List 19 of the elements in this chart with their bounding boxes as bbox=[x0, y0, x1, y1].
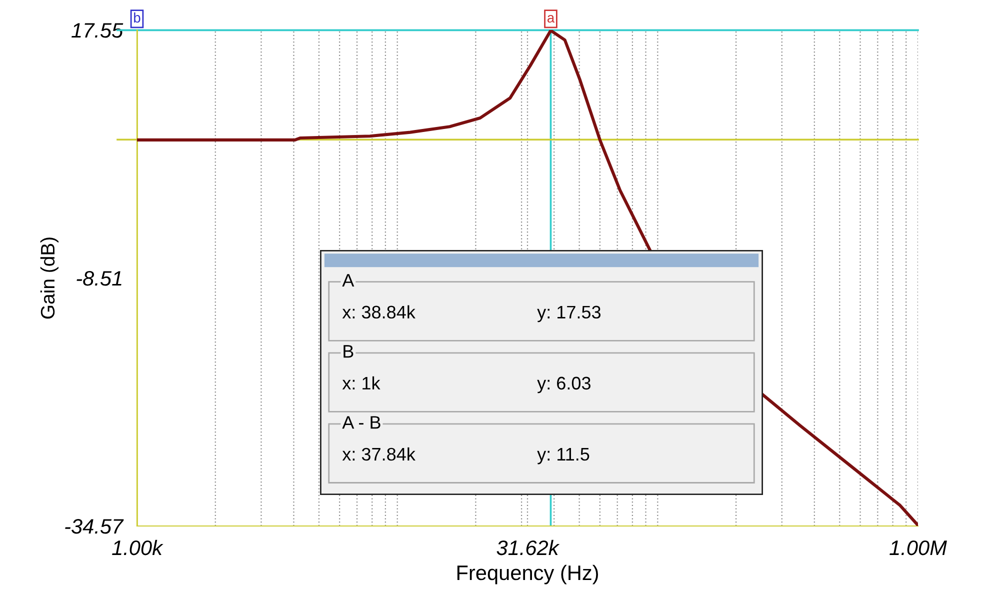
annotation: y: 11.5 bbox=[537, 448, 590, 464]
y-tick-label: -34.57 bbox=[65, 519, 124, 534]
ref-line-label: a bbox=[547, 15, 555, 23]
y-axis-title: Gain (dB) bbox=[40, 238, 58, 319]
x-tick-label: 1.00M bbox=[890, 540, 947, 556]
annotation: x: 37.84k bbox=[342, 447, 416, 461]
annotation: A bbox=[342, 274, 354, 287]
y-tick-label: 17.55 bbox=[72, 23, 124, 38]
annotation: y: 6.03 bbox=[537, 376, 590, 394]
annotation: x: 1k bbox=[342, 376, 380, 390]
y-tick-label: -8.51 bbox=[76, 271, 122, 286]
x-tick-label: 1.00k bbox=[112, 540, 164, 556]
annotation: A - B bbox=[342, 416, 380, 429]
annotation: x: 38.84k bbox=[342, 305, 416, 319]
x-tick-label: 31.62k bbox=[496, 540, 560, 556]
annotation: B bbox=[344, 345, 354, 358]
ref-line-label: b bbox=[134, 12, 140, 23]
annotation: y: 17.53 bbox=[537, 306, 601, 322]
x-axis-title: Frequency (Hz) bbox=[457, 564, 598, 584]
